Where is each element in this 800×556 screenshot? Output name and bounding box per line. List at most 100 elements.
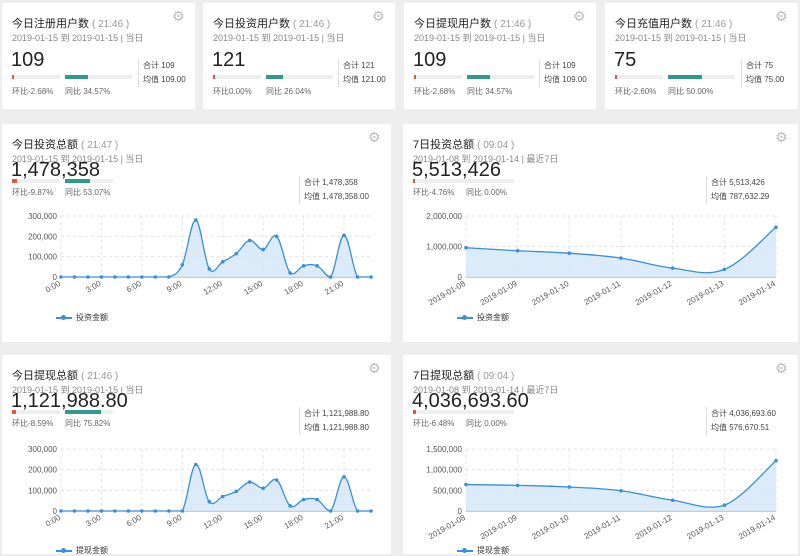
data-point [369,275,373,279]
yoy-ratio-fill [65,179,91,183]
yoy-ratio-bar [65,410,113,414]
x-tick-label: 0:00 [44,513,62,529]
yoy-ratio-bar [65,179,113,183]
total-value: 4,036,693.60 [412,390,529,412]
gear-icon[interactable]: ⚙ [775,360,788,376]
data-point [180,509,185,513]
data-point [464,482,468,487]
date-range: 2019-01-15 到 2019-01-15 | 当日 [615,33,747,43]
gear-icon[interactable]: ⚙ [172,8,185,24]
x-tick-label: 6:00 [125,513,143,529]
y-tick-label: 1,500,000 [426,445,462,454]
summary-box: 合计 109 均值 109.00 [539,59,587,87]
data-point [315,264,319,268]
chart-legend[interactable]: 投资金额 [457,312,509,323]
x-tick-label: 2019-01-11 [583,279,623,307]
legend-swatch [457,547,473,553]
gear-icon[interactable]: ⚙ [573,8,586,24]
y-tick-label: 0 [53,273,58,282]
card-title: 7日提现总额( 09:04 ) [413,370,515,382]
card-title: 今日提现用户数( 21:46 ) [414,18,532,30]
avg-value: 均值 1,121,988.80 [304,423,369,432]
data-point [153,275,158,279]
yoy-ratio-bar [466,410,514,414]
chart-legend[interactable]: 投资金额 [56,312,108,323]
data-point [464,245,468,250]
data-point [72,275,77,279]
data-point [220,494,225,499]
x-tick-label: 2019-01-14 [737,279,777,308]
x-tick-label: 2019-01-14 [737,513,777,542]
stat-card: ⚙ 今日充值用户数( 21:46 ) 2019-01-15 到 2019-01-… [605,3,798,109]
data-point [722,267,727,272]
x-tick-label: 2019-01-09 [479,513,519,542]
x-tick-label: 0:00 [44,279,62,295]
stat-value: 109 [413,49,447,71]
data-point [328,509,333,513]
legend-label: 提现金额 [477,546,509,555]
y-tick-label: 200,000 [28,232,57,241]
avg-value: 均值 576,670.51 [711,423,770,432]
ring-ratio-text: 环比-2.68% [414,87,456,96]
data-point [288,504,292,508]
area-fill [61,220,371,277]
gear-icon[interactable]: ⚙ [372,8,385,24]
data-point [369,509,373,513]
total-value: 1,478,358 [11,159,100,181]
area-fill [466,227,776,277]
gear-icon[interactable]: ⚙ [368,360,381,376]
card-title: 今日充值用户数( 21:46 ) [615,18,733,30]
x-tick-label: 12:00 [202,279,224,297]
series-line [60,463,371,512]
date-range: 2019-01-08 到 2019-01-14 | 最近7日 [413,154,559,164]
data-point [315,497,319,502]
chart-legend[interactable]: 提现金额 [56,545,108,556]
yoy-ratio-text: 同比 0.00% [466,419,507,428]
date-range: 2019-01-15 到 2019-01-15 | 当日 [12,385,144,395]
card-time: ( 21:46 ) [293,19,331,30]
legend-swatch [56,314,72,320]
ring-ratio-text: 环比-4.76% [413,188,455,197]
yoy-ratio-fill [266,75,284,79]
legend-swatch [56,547,72,553]
chart-legend[interactable]: 提现金额 [457,545,509,556]
ring-ratio-text: 环比-2.68% [12,87,54,96]
card-time: ( 21:46 ) [92,19,130,30]
data-point [301,264,306,268]
yoy-ratio-bar [65,75,132,79]
ring-ratio-bar [413,179,509,183]
x-tick-label: 6:00 [125,279,143,295]
gear-icon[interactable]: ⚙ [368,129,381,145]
data-point [99,509,104,513]
data-point [247,238,252,243]
summary-box: 合计 109 均值 109.00 [138,59,186,87]
x-tick-label: 21:00 [323,513,345,531]
x-tick-label: 2019-01-08 [427,513,467,542]
yoy-ratio-text: 同比 75.82% [65,419,111,428]
card-time: ( 09:04 ) [477,140,515,151]
area-fill [466,460,776,511]
gear-icon[interactable]: ⚙ [775,129,788,145]
legend-label: 提现金额 [76,546,108,555]
yoy-ratio-bar [467,75,534,79]
data-point [86,509,90,513]
x-tick-label: 2019-01-12 [634,513,674,542]
card-time: ( 21:46 ) [494,19,532,30]
data-point [274,234,279,239]
avg-value: 均值 109.00 [544,75,587,84]
ring-ratio-fill [12,410,17,414]
x-tick-label: 3:00 [84,513,102,529]
yoy-ratio-fill [467,75,491,79]
x-tick-label: 2019-01-11 [583,513,623,541]
ring-ratio-bar [213,75,261,79]
chart-card: ⚙ 今日提现总额( 21:46 ) 2019-01-15 到 2019-01-1… [2,355,391,556]
yoy-ratio-bar [466,179,514,183]
ring-ratio-fill [413,410,417,414]
sum-value: 合计 5,513,426 [711,178,765,187]
area-fill [61,464,371,511]
data-point [247,480,252,484]
x-tick-label: 18:00 [283,279,305,297]
date-range: 2019-01-15 到 2019-01-15 | 当日 [213,33,345,43]
sum-value: 合计 109 [143,61,175,70]
gear-icon[interactable]: ⚙ [775,8,788,24]
